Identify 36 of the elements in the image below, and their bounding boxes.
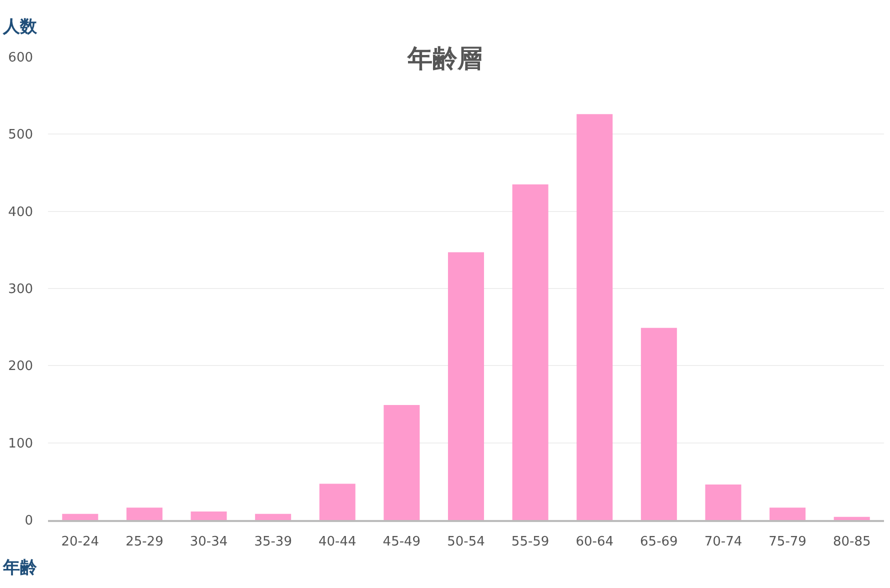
x-tick-label: 55-59 [511, 534, 550, 550]
bar [255, 514, 292, 520]
x-tick-label: 70-74 [704, 534, 742, 550]
bar [190, 512, 227, 520]
y-tick-label: 100 [8, 436, 33, 452]
y-tick-label: 200 [8, 359, 33, 374]
y-tick-label: 500 [8, 128, 33, 143]
y-tick-label: 400 [8, 204, 33, 220]
x-tick-label: 80-85 [832, 534, 871, 550]
x-tick-label: 45-49 [382, 534, 421, 550]
x-tick-label: 65-69 [640, 534, 678, 550]
bar [576, 114, 613, 520]
y-tick-label: 0 [24, 514, 33, 529]
x-tick-label: 50-54 [447, 534, 485, 550]
bar [640, 328, 677, 520]
x-tick-label: 30-34 [190, 534, 228, 550]
chart-title: 年齢層 [406, 44, 482, 73]
bar [126, 508, 162, 520]
bar [705, 484, 742, 520]
x-axis-title: 年齢 [2, 558, 38, 578]
y-axis-title: 人数 [2, 17, 38, 37]
bar [62, 514, 98, 520]
x-tick-label: 75-79 [768, 534, 806, 550]
x-tick-label: 60-64 [576, 534, 614, 550]
x-tick-label: 20-24 [61, 534, 100, 550]
y-tick-label: 300 [8, 282, 33, 298]
x-tick-label: 35-39 [254, 534, 292, 550]
bar [384, 405, 420, 520]
bar [448, 252, 484, 520]
x-tick-label: 25-29 [126, 534, 164, 550]
bar [834, 516, 870, 520]
y-tick-label: 600 [8, 50, 33, 66]
bar [512, 184, 548, 520]
x-tick-label: 40-44 [318, 534, 356, 550]
bar [319, 484, 356, 520]
bar [770, 508, 806, 520]
